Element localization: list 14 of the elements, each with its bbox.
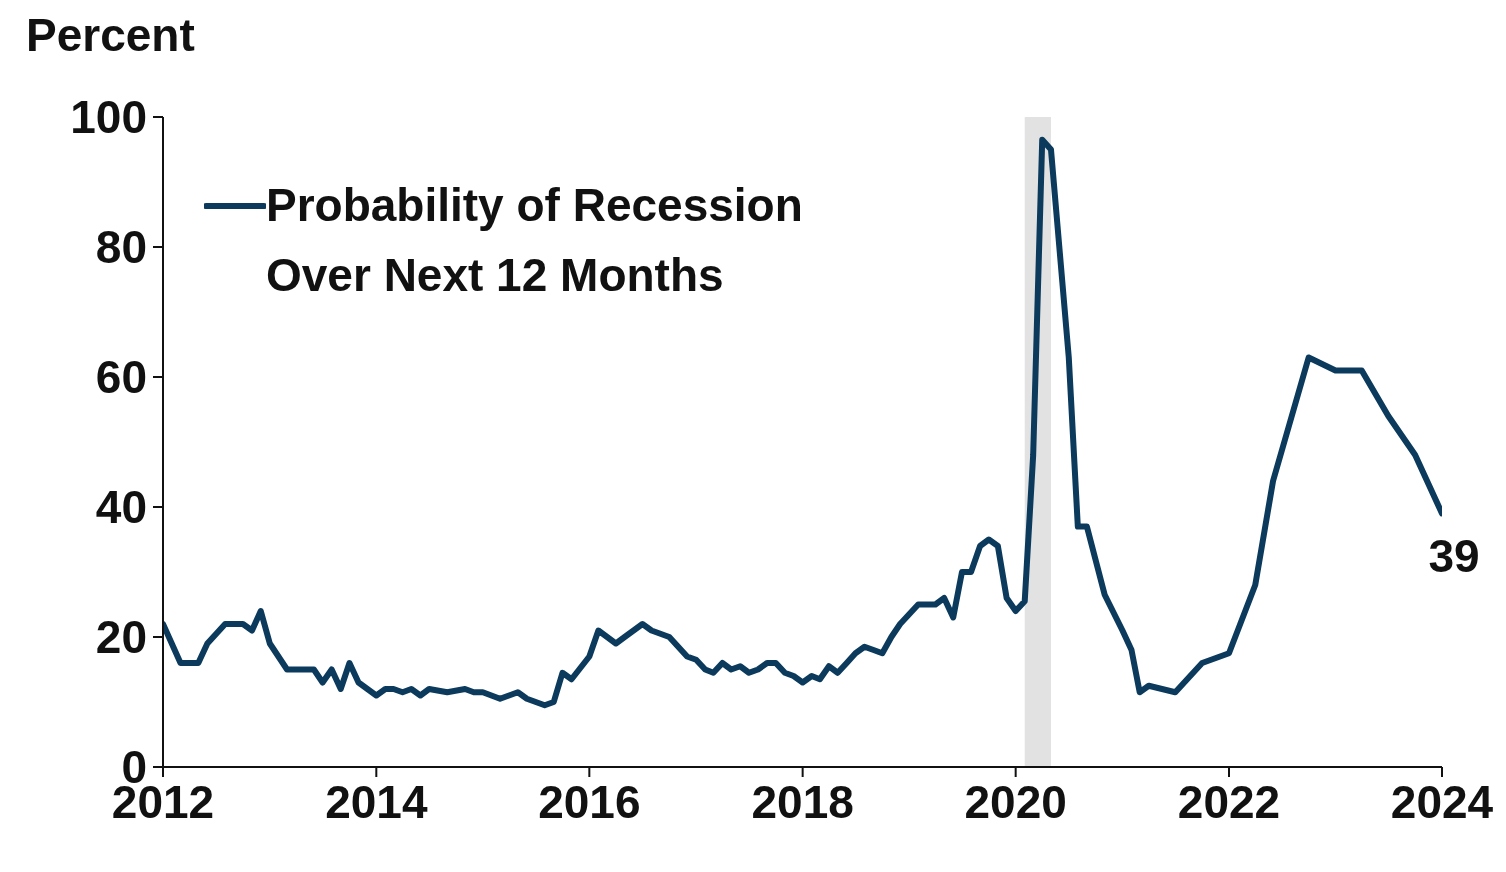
y-tick-label: 40 — [95, 481, 147, 534]
x-tick-label: 2018 — [751, 775, 854, 828]
x-tick-label: 2022 — [1177, 775, 1281, 828]
y-axis-title: Percent — [26, 8, 195, 62]
x-tick-label: 2020 — [964, 775, 1067, 828]
x-tick-label: 2016 — [538, 775, 641, 828]
y-tick-label: 60 — [95, 351, 147, 404]
legend-label: Probability of Recession Over Next 12 Months — [266, 178, 804, 303]
y-tick-label: 80 — [95, 221, 147, 274]
x-tick-label: 2024 — [1390, 775, 1494, 828]
x-tick-label: 2014 — [325, 775, 428, 828]
annotation: 39 — [1428, 529, 1480, 582]
y-tick-label: 100 — [70, 91, 147, 144]
y-tick-label: 20 — [95, 611, 147, 664]
